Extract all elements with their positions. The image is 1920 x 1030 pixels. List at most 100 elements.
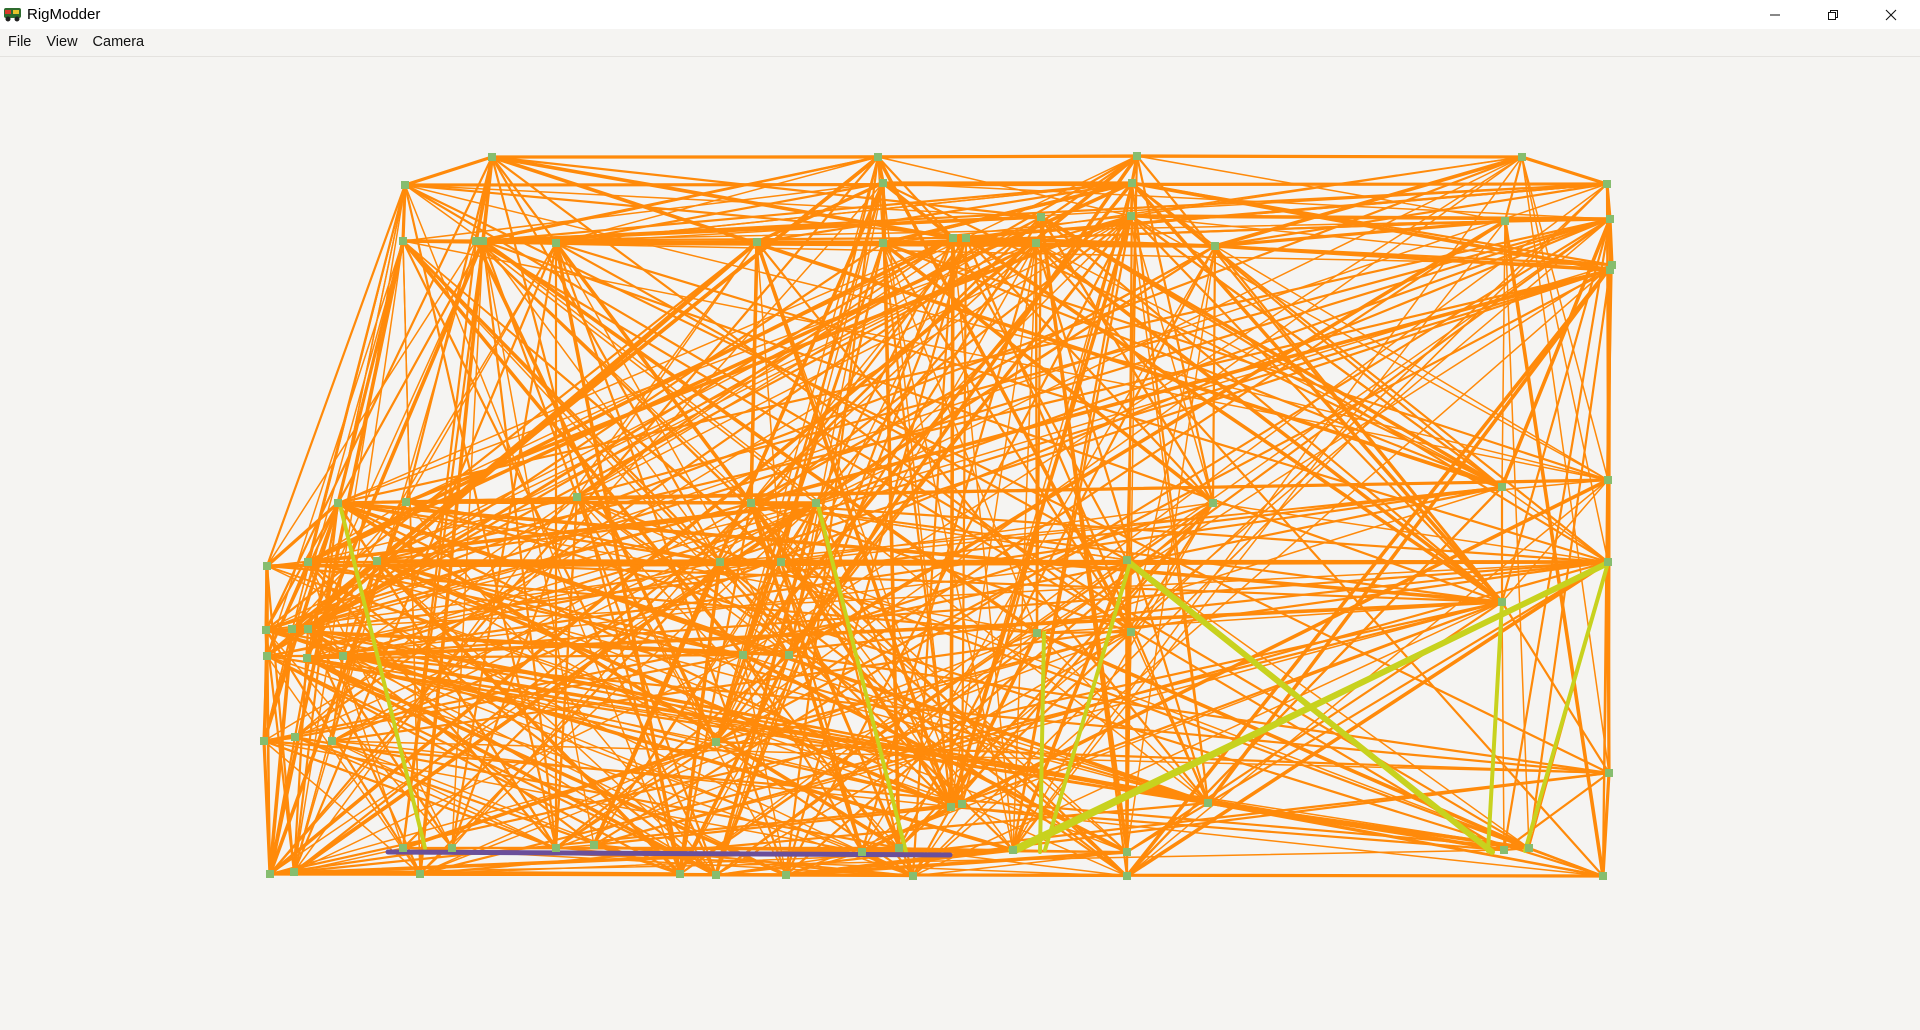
node[interactable]	[1123, 872, 1131, 880]
rig-mesh-canvas[interactable]	[0, 57, 1920, 1030]
node[interactable]	[1128, 179, 1136, 187]
node[interactable]	[1009, 846, 1017, 854]
menu-file[interactable]: File	[8, 34, 32, 50]
node[interactable]	[1127, 212, 1135, 220]
beam	[1602, 772, 1610, 877]
node[interactable]	[895, 844, 903, 852]
node[interactable]	[399, 237, 407, 245]
beam	[787, 219, 1507, 657]
maximize-button[interactable]	[1804, 0, 1862, 29]
node[interactable]	[1606, 215, 1614, 223]
node[interactable]	[812, 499, 820, 507]
beam	[376, 560, 717, 743]
node[interactable]	[304, 625, 312, 633]
beam	[481, 155, 494, 243]
node[interactable]	[1032, 239, 1040, 247]
title-bar[interactable]: RigModder	[0, 0, 1920, 29]
node[interactable]	[782, 871, 790, 879]
node[interactable]	[402, 498, 410, 506]
node[interactable]	[552, 844, 560, 852]
beam	[294, 502, 817, 738]
node[interactable]	[909, 872, 917, 880]
node[interactable]	[1603, 180, 1611, 188]
node[interactable]	[416, 870, 424, 878]
node[interactable]	[262, 626, 270, 634]
node[interactable]	[777, 558, 785, 566]
node[interactable]	[962, 234, 970, 242]
3d-viewport[interactable]	[0, 57, 1920, 1030]
node[interactable]	[785, 651, 793, 659]
node[interactable]	[448, 844, 456, 852]
node[interactable]	[399, 844, 407, 852]
node[interactable]	[1037, 213, 1045, 221]
node[interactable]	[303, 654, 311, 662]
node[interactable]	[590, 841, 598, 849]
node[interactable]	[1605, 769, 1613, 777]
node[interactable]	[1498, 598, 1506, 606]
node[interactable]	[479, 237, 487, 245]
node[interactable]	[1518, 153, 1526, 161]
node[interactable]	[1127, 628, 1135, 636]
beam	[1206, 263, 1614, 805]
beam	[881, 181, 901, 850]
node[interactable]	[1500, 846, 1508, 854]
node[interactable]	[266, 870, 274, 878]
node[interactable]	[1498, 483, 1506, 491]
node[interactable]	[334, 499, 342, 507]
node[interactable]	[947, 803, 955, 811]
node[interactable]	[304, 558, 312, 566]
node[interactable]	[291, 733, 299, 741]
node[interactable]	[288, 625, 296, 633]
beam	[262, 739, 1531, 850]
node[interactable]	[716, 558, 724, 566]
node[interactable]	[879, 179, 887, 187]
node[interactable]	[1211, 242, 1219, 250]
node[interactable]	[328, 737, 336, 745]
node[interactable]	[373, 557, 381, 565]
node[interactable]	[1608, 261, 1616, 269]
beam	[741, 653, 864, 854]
node[interactable]	[472, 237, 480, 245]
node[interactable]	[1501, 217, 1509, 225]
node-layer	[260, 152, 1616, 880]
node[interactable]	[753, 238, 761, 246]
node[interactable]	[263, 562, 271, 570]
node[interactable]	[260, 737, 268, 745]
beam	[949, 805, 1506, 852]
node[interactable]	[747, 499, 755, 507]
node[interactable]	[290, 868, 298, 876]
node[interactable]	[1033, 629, 1041, 637]
minimize-button[interactable]	[1746, 0, 1804, 29]
node[interactable]	[1604, 558, 1612, 566]
node[interactable]	[263, 652, 271, 660]
node[interactable]	[1209, 499, 1217, 507]
node[interactable]	[488, 153, 496, 161]
node[interactable]	[1123, 556, 1131, 564]
node[interactable]	[858, 848, 866, 856]
node[interactable]	[1606, 266, 1614, 274]
node[interactable]	[1204, 799, 1212, 807]
node[interactable]	[958, 800, 966, 808]
node[interactable]	[1133, 152, 1141, 160]
node[interactable]	[1123, 848, 1131, 856]
node[interactable]	[712, 871, 720, 879]
node[interactable]	[552, 239, 560, 247]
node[interactable]	[339, 652, 347, 660]
node[interactable]	[676, 870, 684, 878]
beam	[1503, 219, 1605, 878]
node[interactable]	[949, 234, 957, 242]
node[interactable]	[739, 651, 747, 659]
node[interactable]	[401, 181, 409, 189]
menu-camera[interactable]: Camera	[92, 34, 145, 50]
node[interactable]	[1525, 844, 1533, 852]
node[interactable]	[573, 493, 581, 501]
node[interactable]	[1604, 476, 1612, 484]
beam	[949, 501, 1215, 809]
close-button[interactable]	[1862, 0, 1920, 29]
node[interactable]	[874, 153, 882, 161]
node[interactable]	[712, 738, 720, 746]
beam	[401, 239, 718, 877]
node[interactable]	[879, 239, 887, 247]
node[interactable]	[1599, 872, 1607, 880]
menu-view[interactable]: View	[46, 34, 78, 50]
